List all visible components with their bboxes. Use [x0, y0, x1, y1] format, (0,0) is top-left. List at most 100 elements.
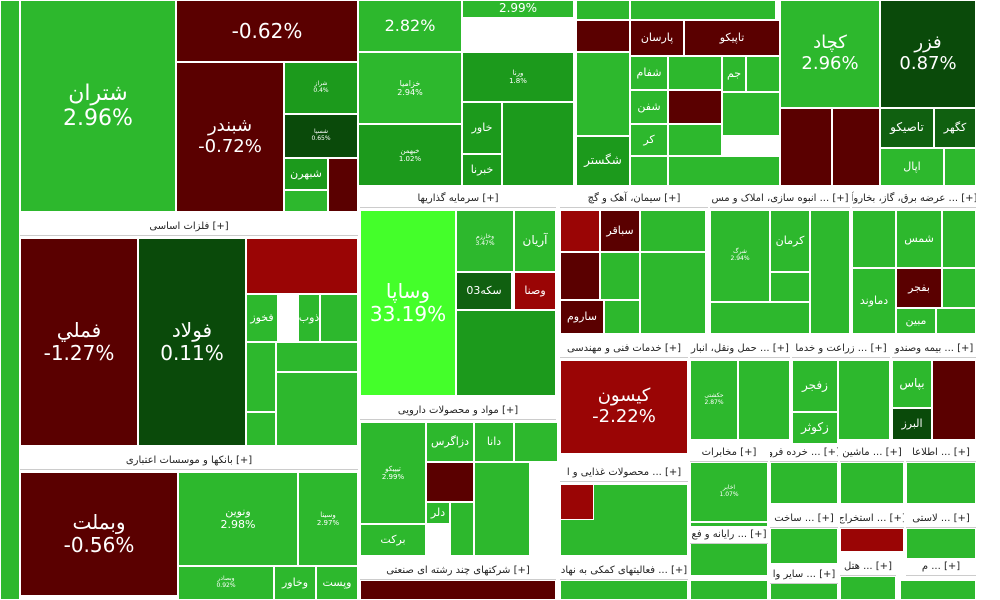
- stock-tile[interactable]: [276, 372, 358, 446]
- stock-tile[interactable]: [746, 56, 780, 92]
- stock-tile[interactable]: [560, 580, 688, 600]
- stock-tile[interactable]: [576, 20, 630, 52]
- stock-block-sabaghar[interactable]: سباقر: [600, 210, 640, 252]
- stock-tile[interactable]: [640, 252, 706, 334]
- stock-tile[interactable]: [906, 462, 976, 504]
- stock-tile[interactable]: [942, 268, 976, 308]
- stock-tile[interactable]: [456, 310, 556, 396]
- stock-tile[interactable]: [630, 0, 776, 20]
- stock-tile[interactable]: [474, 462, 530, 556]
- stock-tile[interactable]: [810, 210, 850, 334]
- stock-block-shsepa[interactable]: شسپا 0.65%: [284, 114, 358, 158]
- sector-header-h_plastic[interactable]: لاستی ... [+]: [906, 510, 976, 528]
- stock-tile[interactable]: [780, 108, 832, 186]
- stock-block-khazamia[interactable]: خزامیا 2.94%: [358, 52, 462, 124]
- stock-tile[interactable]: [944, 148, 976, 186]
- stock-block-vbsader[interactable]: وبصادر 0.92%: [178, 566, 274, 600]
- stock-tile[interactable]: [770, 272, 810, 302]
- stock-block-shetran[interactable]: شتران 2.96%: [20, 0, 176, 212]
- sector-header-h_machine[interactable]: ماشین ... [+]: [840, 444, 904, 462]
- stock-tile[interactable]: [502, 102, 574, 186]
- stock-block-tasiko[interactable]: تاصیکو: [880, 108, 934, 148]
- stock-block-vesna[interactable]: وصنا: [514, 272, 556, 310]
- sector-header-h_transport[interactable]: حمل ونقل، انبار ... [+]: [690, 340, 790, 358]
- stock-tile[interactable]: [906, 528, 976, 560]
- sector-header-h_power[interactable]: عرضه برق، گاز، بخاروآ ... [+]: [852, 190, 976, 208]
- stock-block-foolad[interactable]: فولاد 0.11%: [138, 238, 246, 446]
- stock-tile[interactable]: [360, 580, 556, 600]
- stock-tile[interactable]: [722, 92, 780, 136]
- stock-block-vbmellat[interactable]: وبملت -0.56%: [20, 472, 178, 596]
- stock-block-dragros[interactable]: دزاگرس: [426, 422, 474, 462]
- stock-tile[interactable]: [630, 156, 668, 186]
- stock-block-top_a[interactable]: -0.62%: [176, 0, 358, 62]
- stock-tile[interactable]: [560, 252, 600, 300]
- stock-block-dana[interactable]: دانا: [474, 422, 514, 462]
- sector-header-h_pharma[interactable]: مواد و محصولات دارویی [+]: [360, 402, 556, 420]
- stock-tile[interactable]: [246, 412, 276, 446]
- stock-block-top_b[interactable]: 2.82%: [358, 0, 462, 52]
- stock-block-zkovser[interactable]: زکوثر: [792, 412, 838, 444]
- sector-header-h_info[interactable]: اطلاعا ... [+]: [906, 444, 976, 462]
- stock-tile[interactable]: [840, 462, 904, 504]
- stock-block-sakeh[interactable]: سکه03: [456, 272, 512, 310]
- stock-block-vkhavar[interactable]: وخاور: [274, 566, 316, 600]
- sector-header-h_banks[interactable]: بانکها و موسسات اعتباری [+]: [20, 452, 358, 470]
- sector-header-h_m2[interactable]: م ... [+]: [906, 558, 976, 576]
- stock-block-zfajr[interactable]: زفجر: [792, 360, 838, 412]
- stock-tile[interactable]: [668, 156, 780, 186]
- stock-block-khbahman[interactable]: خبهمن 1.02%: [358, 124, 462, 186]
- stock-block-shefan[interactable]: شفن: [630, 90, 668, 124]
- stock-tile[interactable]: [932, 360, 976, 440]
- sector-header-h_metals[interactable]: فلزات اساسی [+]: [20, 218, 358, 236]
- stock-block-kgohar[interactable]: کگهر: [934, 108, 976, 148]
- stock-block-jam[interactable]: جم: [722, 56, 746, 92]
- stock-block-shabandar[interactable]: شبندر -0.72%: [176, 62, 284, 212]
- stock-tile[interactable]: [0, 0, 20, 600]
- stock-tile[interactable]: [840, 528, 904, 552]
- stock-tile[interactable]: [514, 422, 558, 462]
- stock-block-karman[interactable]: کرمان: [770, 210, 810, 272]
- stock-block-shefam[interactable]: شفام: [630, 56, 668, 90]
- sector-header-h_hotel[interactable]: هتل ... [+]: [840, 558, 896, 576]
- stock-tile[interactable]: [576, 52, 630, 136]
- sector-header-h_build2[interactable]: ساخت ... [+]: [770, 510, 838, 528]
- stock-tile[interactable]: [604, 300, 640, 334]
- sector-header-h_agri[interactable]: زراعت و خدما ... [+]: [792, 340, 890, 358]
- stock-block-shbahran[interactable]: شبهرن: [284, 158, 328, 190]
- stock-block-khavar[interactable]: خاور: [462, 102, 502, 154]
- stock-block-dlar[interactable]: دلر: [426, 502, 450, 524]
- stock-block-hkashti[interactable]: حکشتی 2.87%: [690, 360, 738, 440]
- stock-tile[interactable]: [690, 580, 768, 600]
- stock-tile[interactable]: [640, 210, 706, 252]
- stock-block-top_c[interactable]: 2.99%: [462, 0, 574, 18]
- stock-tile[interactable]: [668, 124, 722, 156]
- stock-tile[interactable]: [668, 56, 722, 90]
- stock-block-bpas[interactable]: بپاس: [892, 360, 932, 408]
- sector-header-h_retail[interactable]: خرده فرو ... [+]: [770, 444, 838, 462]
- stock-block-mobin[interactable]: مبین: [896, 308, 936, 334]
- sector-header-h_cement[interactable]: سیمان، آهک و گچ [+]: [560, 190, 708, 208]
- stock-tile[interactable]: [942, 210, 976, 268]
- stock-tile[interactable]: [246, 238, 358, 294]
- sector-header-h_other[interactable]: سایر وا ... [+]: [770, 566, 838, 584]
- stock-block-vsina[interactable]: وسینا 2.97%: [298, 472, 358, 566]
- sector-header-h_food[interactable]: محصولات غذایی و ا ... [+]: [560, 464, 688, 482]
- stock-block-damavand[interactable]: دماوند: [852, 268, 896, 334]
- stock-block-fameli[interactable]: فملي -1.27%: [20, 238, 138, 446]
- stock-tile[interactable]: [450, 502, 474, 556]
- stock-block-parsan[interactable]: پارسان: [630, 20, 684, 56]
- stock-block-kchad[interactable]: کچاد 2.96%: [780, 0, 880, 108]
- stock-tile[interactable]: [560, 210, 600, 252]
- stock-block-tipiko[interactable]: تیپیکو 2.99%: [360, 422, 426, 524]
- stock-block-fkhoz[interactable]: فخوز: [246, 294, 278, 342]
- stock-tile[interactable]: [276, 342, 358, 372]
- stock-block-kyson[interactable]: کیسون -2.22%: [560, 360, 688, 454]
- stock-block-khezra[interactable]: خبرنا: [462, 154, 502, 186]
- stock-tile[interactable]: [936, 308, 976, 334]
- stock-tile[interactable]: [852, 210, 896, 268]
- stock-block-zob[interactable]: ذوب: [298, 294, 320, 342]
- stock-block-akhaber[interactable]: اخابر 1.07%: [690, 462, 768, 522]
- stock-tile[interactable]: [600, 252, 640, 300]
- stock-block-vonvin[interactable]: ونوین 2.98%: [178, 472, 298, 566]
